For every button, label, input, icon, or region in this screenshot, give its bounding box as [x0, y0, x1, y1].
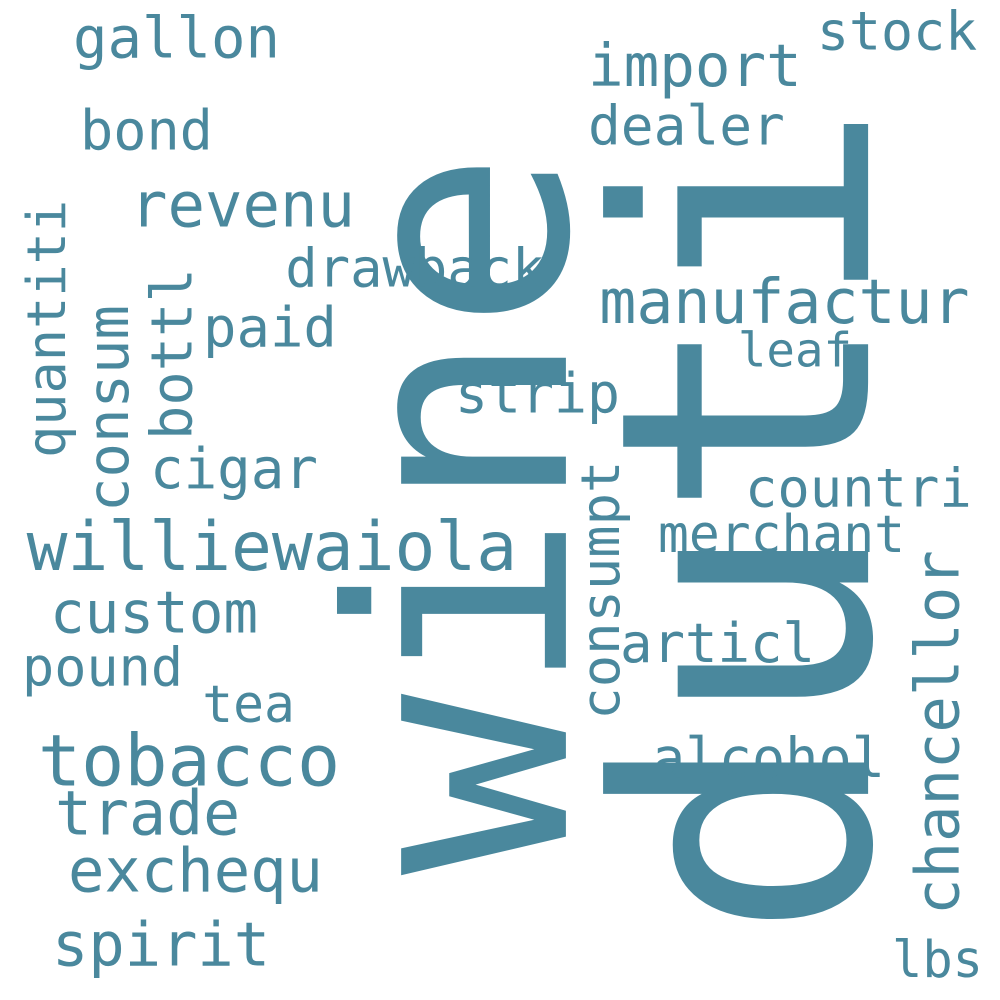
word-exchequ: exchequ — [68, 836, 323, 907]
word-custom: custom — [50, 579, 259, 647]
word-tea: tea — [202, 674, 295, 735]
word-pound: pound — [22, 635, 184, 699]
word-paid: paid — [203, 295, 337, 361]
word-lbs: lbs — [892, 929, 984, 989]
word-stock: stock — [817, 0, 978, 63]
word-trade: trade — [55, 777, 241, 850]
word-import: import — [588, 30, 802, 100]
word-williewaiola: williewaiola — [26, 508, 518, 588]
word-gallon: gallon — [73, 4, 280, 72]
word-quantiti: quantiti — [15, 199, 79, 458]
word-chancellor: chancellor — [903, 550, 974, 915]
word-spirit: spirit — [52, 910, 271, 981]
word-alcohol: alcohol — [652, 727, 886, 792]
word-manufactur: manufactur — [599, 266, 970, 339]
word-countri: countri — [745, 456, 972, 520]
word-bond: bond — [80, 99, 213, 164]
word-revenu: revenu — [130, 168, 356, 242]
word-consum: consum — [74, 305, 142, 512]
word-bottl: bottl — [139, 268, 206, 440]
word-dealer: dealer — [588, 93, 785, 158]
word-drawback: drawback — [285, 236, 545, 300]
word-cigar: cigar — [150, 436, 318, 502]
word-strip: strip — [455, 361, 620, 426]
word-tobacco: tobacco — [38, 718, 341, 803]
word-articl: articl — [620, 611, 816, 675]
word-consumpt: consumpt — [569, 460, 633, 720]
word-merchant: merchant — [658, 504, 906, 565]
word-leaf: leaf — [737, 323, 853, 379]
